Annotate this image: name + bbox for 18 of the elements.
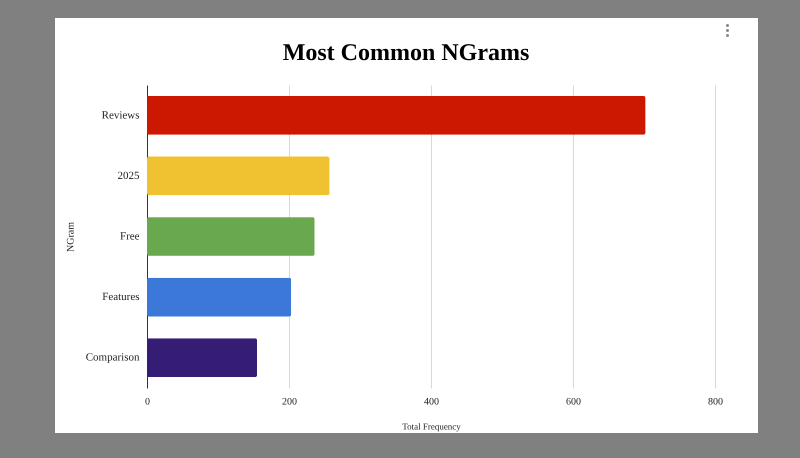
y-tick-label: Comparison [86,352,140,364]
bar [147,156,330,196]
x-tick-label: 200 [282,396,297,408]
bar [147,278,292,316]
x-tick-label: 800 [708,396,723,408]
y-tick-label: 2025 [118,170,140,182]
x-tick-label: 600 [566,396,581,408]
bar [147,338,258,378]
y-tick-label: Features [102,291,140,304]
y-tick-label: Reviews [102,109,140,122]
x-axis-title: Total Frequency [402,422,462,432]
x-tick-label: 0 [145,396,150,408]
x-tick-label: 400 [424,396,439,408]
bar [147,96,646,135]
bar [147,217,315,256]
y-axis-title: NGram [66,222,77,252]
chart-title: Most Common NGrams [282,40,530,66]
y-tick-label: Free [120,230,140,242]
